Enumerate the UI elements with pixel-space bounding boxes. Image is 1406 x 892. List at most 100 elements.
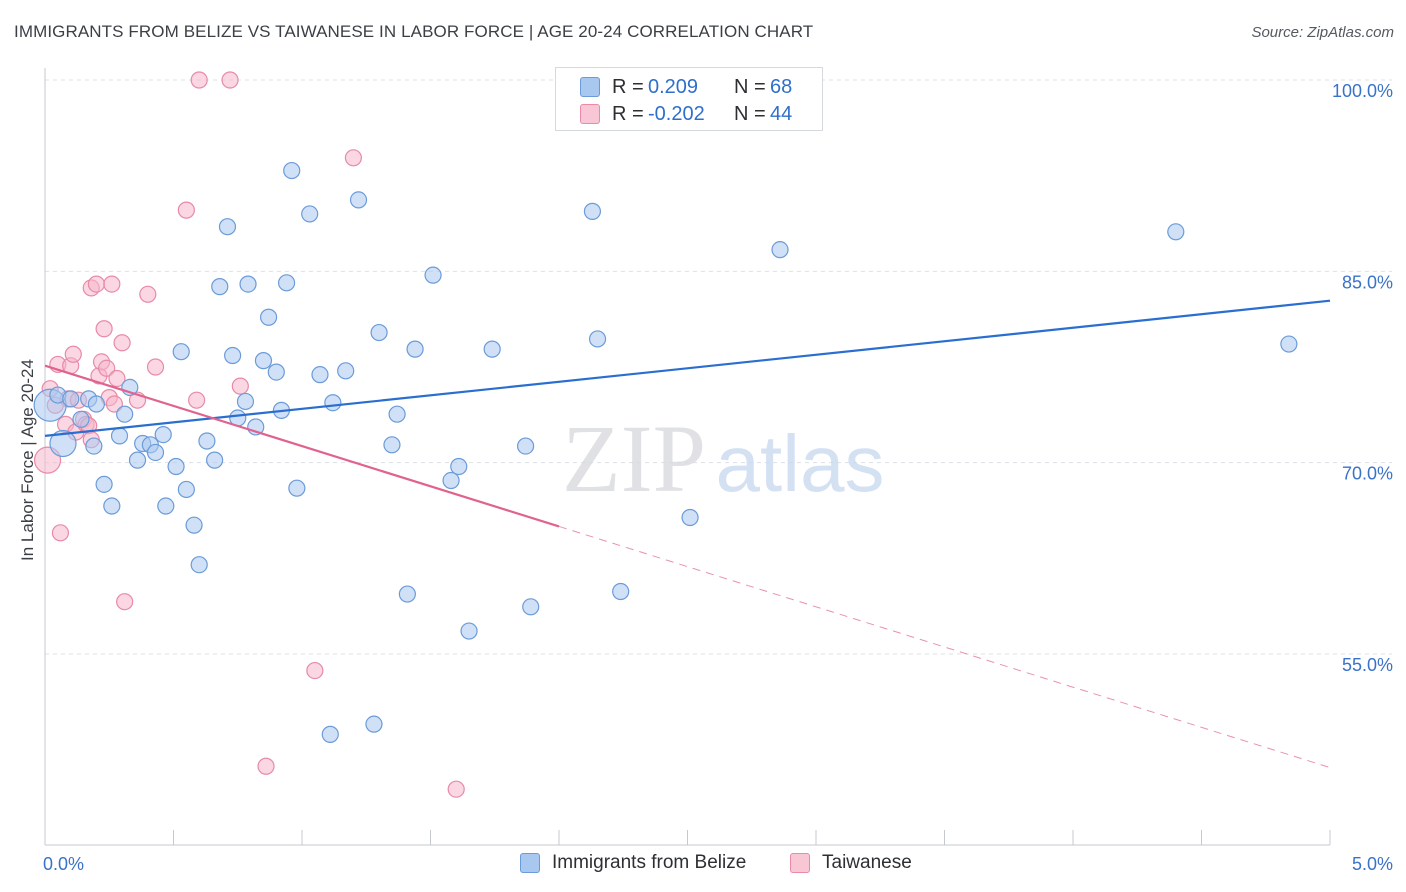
- taiwanese-point: [95, 320, 113, 338]
- belize-point: [198, 432, 216, 450]
- belize-point: [288, 479, 306, 497]
- belize-point: [1167, 223, 1185, 241]
- belize-point: [239, 275, 257, 293]
- x-tick-label: 5.0%: [1352, 854, 1393, 874]
- belize-point: [460, 622, 478, 640]
- legend-r-value: 0.209: [648, 75, 699, 98]
- taiwanese-trend-line: [44, 364, 560, 528]
- taiwanese-point: [103, 275, 121, 293]
- belize-point: [311, 366, 329, 384]
- belize-point: [72, 410, 90, 428]
- belize-point: [324, 394, 342, 412]
- taiwanese-point: [113, 334, 131, 352]
- belize-point: [1280, 335, 1298, 353]
- legend-swatch-belize: [580, 77, 600, 97]
- belize-point: [398, 585, 416, 603]
- legend-item-taiwanese[interactable]: Taiwanese: [790, 852, 912, 874]
- belize-point: [321, 725, 339, 743]
- legend-n-value: 68: [770, 75, 793, 98]
- x-tick-label: 0.0%: [43, 854, 84, 874]
- taiwanese-point: [146, 358, 165, 376]
- legend-row-belize: R = 0.209 N = 68: [556, 74, 822, 100]
- taiwanese-point: [108, 369, 126, 388]
- belize-point: [128, 451, 147, 469]
- tick-labels: 55.0% 70.0% 85.0% 100.0% 0.0% 5.0%: [43, 81, 1393, 874]
- belize-point: [103, 497, 121, 515]
- belize-trend-line: [44, 299, 1331, 437]
- belize-point: [483, 340, 501, 358]
- belize-point: [771, 241, 789, 259]
- taiwanese-point: [51, 524, 70, 542]
- belize-point: [583, 202, 602, 220]
- legend-r-value: -0.202: [648, 102, 705, 125]
- belize-point: [516, 437, 535, 455]
- belize-point: [218, 218, 237, 236]
- belize-point: [277, 274, 296, 292]
- belize-point: [224, 346, 242, 365]
- legend-item-belize[interactable]: Immigrants from Belize: [520, 852, 746, 874]
- taiwanese-point: [257, 757, 275, 775]
- taiwanese-point: [139, 285, 157, 303]
- legend-n-label: N =: [734, 102, 766, 125]
- watermark-zip: ZIP: [562, 405, 706, 512]
- belize-point: [190, 556, 208, 574]
- belize-point: [365, 715, 383, 733]
- belize-point: [177, 480, 195, 499]
- belize-point: [116, 405, 134, 423]
- taiwanese-trend-extension: [558, 525, 1331, 769]
- belize-point: [349, 191, 368, 209]
- belize-point: [388, 405, 406, 423]
- belize-point: [588, 330, 607, 348]
- taiwanese-point: [64, 345, 82, 363]
- taiwanese-point: [87, 275, 106, 293]
- belize-point: [172, 343, 190, 361]
- y-tick-label: 100.0%: [1332, 81, 1393, 101]
- belize-point: [49, 429, 77, 458]
- legend-r-label: R =: [612, 102, 644, 125]
- belize-point: [259, 308, 278, 326]
- gridlines: [45, 79, 1392, 655]
- belize-point: [424, 266, 442, 284]
- taiwanese-point: [231, 377, 249, 395]
- y-tick-label: 70.0%: [1342, 464, 1393, 484]
- taiwanese-point: [177, 201, 195, 219]
- legend-label-belize: Immigrants from Belize: [552, 852, 747, 873]
- belize-point: [146, 443, 165, 462]
- belize-point: [154, 426, 172, 444]
- belize-point: [383, 436, 401, 454]
- y-tick-label: 85.0%: [1342, 272, 1393, 292]
- belize-point: [267, 363, 285, 381]
- taiwanese-point: [447, 780, 465, 798]
- belize-point: [301, 205, 319, 223]
- chart-title: IMMIGRANTS FROM BELIZE VS TAIWANESE IN L…: [14, 22, 814, 41]
- belize-point: [612, 582, 630, 601]
- belize-point: [211, 278, 229, 296]
- belize-point: [62, 390, 80, 408]
- taiwanese-point: [105, 395, 123, 413]
- belize-point: [681, 508, 699, 527]
- belize-point: [522, 598, 540, 616]
- stats-legend: R = 0.209 N = 68 R = -0.202 N = 44: [555, 67, 823, 131]
- belize-point: [157, 497, 175, 515]
- y-tick-label: 55.0%: [1342, 655, 1393, 675]
- taiwanese-point: [190, 71, 208, 89]
- source-label: Source: ZipAtlas.com: [1251, 24, 1394, 41]
- legend-n-label: N =: [734, 75, 766, 98]
- trend-lines: [44, 299, 1331, 769]
- belize-point: [185, 516, 203, 534]
- taiwanese-point: [344, 149, 362, 167]
- belize-point: [85, 437, 103, 455]
- belize-point: [95, 475, 113, 493]
- belize-point: [406, 340, 424, 358]
- taiwanese-point: [116, 593, 134, 611]
- belize-point: [87, 395, 106, 413]
- belize-point: [254, 352, 273, 370]
- belize-point: [442, 471, 460, 490]
- belize-point: [450, 457, 468, 476]
- taiwanese-point: [306, 661, 324, 680]
- belize-point: [206, 451, 224, 469]
- belize-point: [110, 427, 129, 445]
- legend-label-taiwanese: Taiwanese: [822, 852, 912, 873]
- belize-point: [236, 392, 255, 411]
